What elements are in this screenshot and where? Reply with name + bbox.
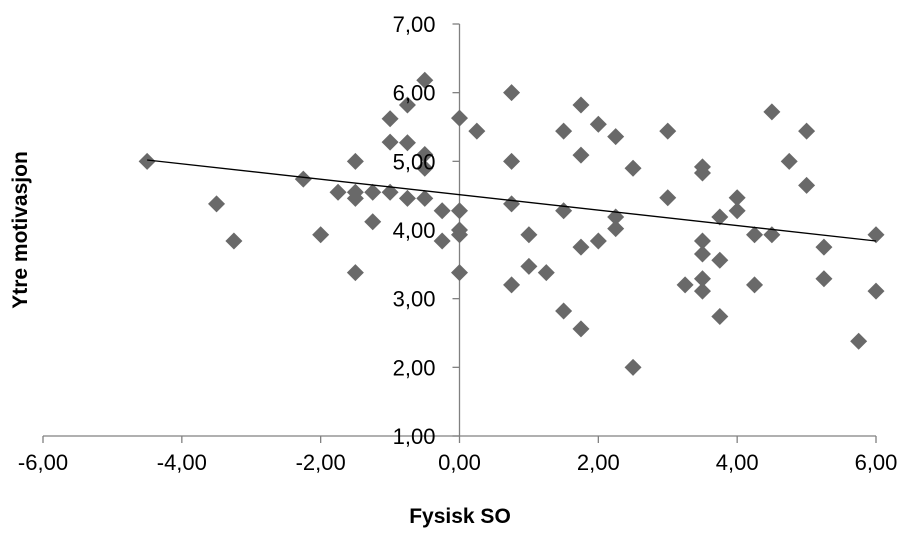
data-point [381, 133, 399, 151]
data-point [537, 264, 555, 282]
data-point [346, 189, 364, 207]
data-point [676, 276, 694, 294]
data-point [763, 226, 781, 244]
data-point [850, 332, 868, 350]
data-point [503, 152, 521, 170]
data-point [225, 232, 243, 250]
data-point [138, 152, 156, 170]
data-point [572, 320, 590, 338]
x-tick-label: -6,00 [18, 450, 68, 475]
data-point [451, 264, 468, 282]
y-tick-label: 6,00 [393, 81, 436, 106]
trendline-group [147, 159, 877, 242]
data-point [433, 232, 451, 250]
y-axis-title: Ytre motivasjon [9, 151, 32, 309]
data-point [398, 96, 416, 114]
data-point [503, 84, 521, 102]
data-points [138, 71, 885, 376]
y-tick-label: 2,00 [393, 355, 436, 380]
data-point [798, 176, 816, 194]
x-axis-title: Fysisk SO [409, 505, 511, 528]
data-point [711, 251, 729, 269]
data-point [607, 128, 625, 146]
data-point [555, 122, 573, 140]
y-tick-label: 5,00 [393, 149, 436, 174]
data-point [398, 134, 416, 152]
x-tick-label: 6,00 [855, 450, 898, 475]
data-point [746, 276, 764, 294]
data-point [693, 270, 711, 288]
data-point [693, 164, 711, 182]
y-tick-label: 1,00 [393, 424, 436, 449]
x-tick-label: -2,00 [296, 450, 346, 475]
y-tick-labels: 1,00 2,00 3,00 4,00 5,00 6,00 7,00 [393, 12, 436, 449]
data-point [693, 245, 711, 263]
data-point [312, 226, 330, 244]
data-point [364, 213, 382, 231]
x-tick-labels: -6,00 -4,00 -2,00 0,00 2,00 4,00 6,00 [18, 450, 897, 475]
data-point [693, 282, 711, 300]
data-point [294, 170, 312, 188]
data-point [520, 257, 538, 275]
data-point [624, 159, 642, 177]
y-tick-label: 3,00 [393, 287, 436, 312]
data-point [451, 109, 468, 127]
data-point [589, 115, 607, 133]
x-tick-label: 2,00 [577, 450, 620, 475]
trendline [147, 159, 877, 242]
data-point [607, 220, 625, 238]
x-tick-label: 4,00 [716, 450, 759, 475]
data-point [416, 71, 434, 89]
data-point [659, 122, 677, 140]
data-point [693, 232, 711, 250]
x-tick-label: 0,00 [438, 450, 481, 475]
data-point [711, 308, 729, 326]
data-point [572, 146, 590, 164]
data-point [867, 226, 885, 244]
data-point [746, 226, 764, 244]
data-point [364, 183, 382, 201]
data-point [572, 238, 590, 256]
data-point [433, 202, 451, 220]
data-point [763, 103, 781, 121]
y-tick-label: 7,00 [393, 12, 436, 37]
data-point [346, 152, 364, 170]
data-point [503, 276, 521, 294]
data-point [815, 238, 833, 256]
data-point [208, 195, 226, 213]
data-point [798, 122, 816, 140]
data-point [555, 302, 573, 320]
data-point [398, 189, 416, 207]
data-point [503, 195, 521, 213]
data-point [659, 189, 677, 207]
data-point [451, 202, 468, 220]
data-point [589, 232, 607, 250]
data-point [624, 358, 642, 376]
data-point [381, 110, 399, 128]
x-tick-label: -4,00 [157, 450, 207, 475]
data-point [520, 226, 538, 244]
data-point [728, 202, 746, 220]
data-point [711, 208, 729, 226]
y-tick-label: 4,00 [393, 218, 436, 243]
data-point [416, 189, 434, 207]
data-point [329, 183, 347, 201]
data-point [867, 282, 885, 300]
data-point [468, 122, 486, 140]
data-point [555, 202, 573, 220]
data-point [416, 159, 434, 177]
data-point [728, 189, 746, 207]
data-point [346, 264, 364, 282]
data-point [416, 145, 434, 163]
data-point [572, 96, 590, 114]
data-point [815, 270, 833, 288]
data-point [780, 152, 798, 170]
data-point [451, 226, 468, 244]
